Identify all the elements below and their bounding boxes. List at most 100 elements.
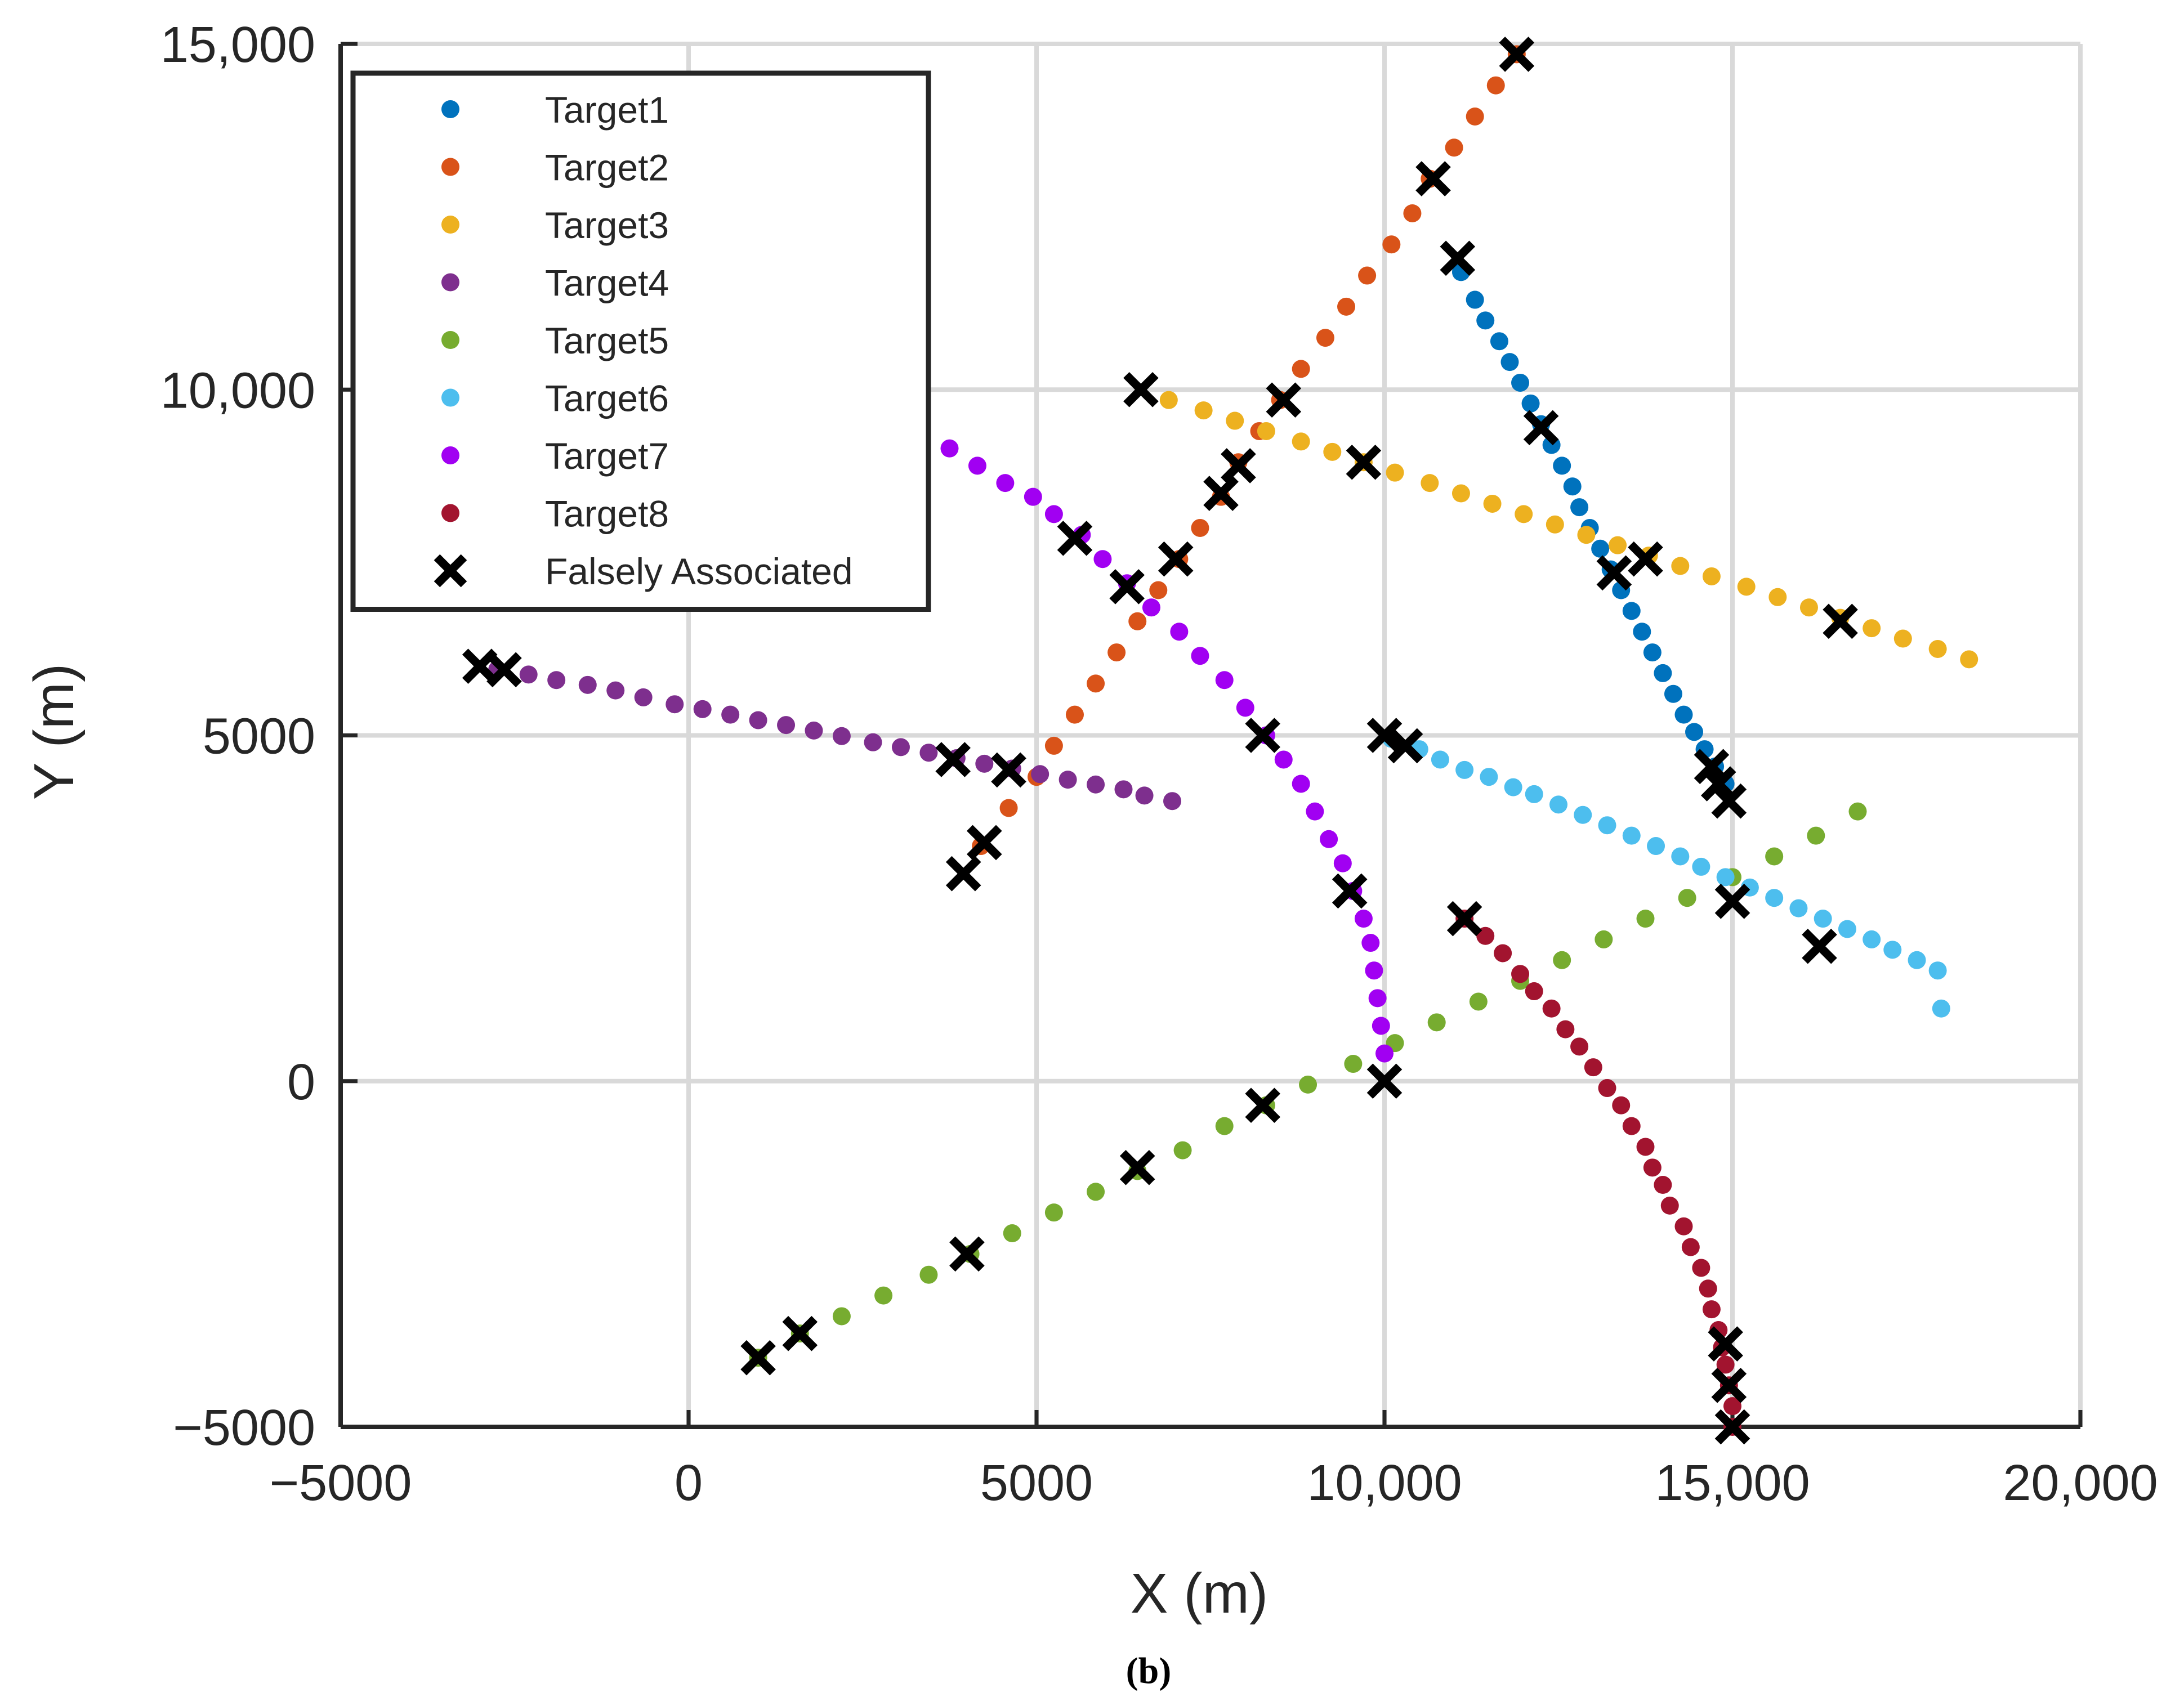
false-association-point (1387, 728, 1423, 764)
data-point (1702, 1300, 1721, 1319)
data-point (1883, 941, 1902, 959)
data-point (1789, 899, 1808, 917)
data-point (1344, 1055, 1363, 1073)
data-point (1320, 830, 1338, 848)
data-point (1799, 598, 1818, 617)
data-point (1500, 353, 1519, 371)
y-tick-label: 5000 (203, 709, 315, 765)
data-point (1660, 1196, 1679, 1215)
data-point (1299, 1075, 1317, 1094)
data-point (1960, 650, 1978, 669)
data-point (1622, 1117, 1641, 1135)
data-point (999, 799, 1018, 817)
false-association-point (486, 652, 522, 688)
data-point (1093, 550, 1112, 569)
data-point (1044, 1203, 1063, 1222)
series-falsely-associated (462, 37, 1858, 1445)
y-axis-label: Y (m) (23, 664, 86, 800)
false-association-point (1711, 783, 1747, 819)
legend-marker (441, 216, 459, 234)
legend-label: Target7 (545, 435, 669, 477)
legend-label: Target5 (545, 320, 669, 361)
false-association-point (949, 1236, 985, 1272)
data-point (1431, 750, 1449, 769)
data-point (1598, 1079, 1616, 1098)
data-point (1483, 494, 1502, 513)
data-point (1556, 1020, 1575, 1038)
data-point (1542, 999, 1561, 1018)
data-point (1671, 557, 1690, 575)
legend: Target1 Target2 Target3 Target4 Target5 Targe… (350, 70, 931, 612)
data-point (1692, 1259, 1710, 1277)
false-association-point (1123, 371, 1159, 408)
false-association-point (1266, 382, 1302, 418)
data-point (1368, 989, 1387, 1008)
data-point (1654, 1176, 1672, 1194)
data-point (1292, 775, 1310, 793)
data-point (1674, 1217, 1693, 1236)
data-point (1908, 951, 1926, 969)
false-association-point (782, 1315, 818, 1351)
figure-caption: (b) (1126, 1650, 1172, 1691)
data-point (1521, 394, 1540, 413)
false-association-point (966, 825, 1002, 861)
legend-label: Target2 (545, 147, 669, 189)
data-point (1372, 1017, 1390, 1035)
data-point (1636, 1138, 1655, 1156)
data-point (919, 1265, 938, 1284)
false-association-point (1119, 1150, 1155, 1185)
data-point (1692, 857, 1710, 876)
data-point (1553, 951, 1571, 969)
false-association-point (935, 742, 971, 777)
false-association-point (1346, 444, 1382, 480)
false-association-point (1245, 1087, 1281, 1123)
series-target8 (1455, 910, 1741, 1436)
false-association-point (945, 856, 981, 892)
data-point (1525, 982, 1543, 1001)
data-point (1928, 639, 1947, 658)
false-association-point (1711, 1367, 1747, 1403)
data-point (1549, 795, 1567, 814)
data-point (1570, 1037, 1589, 1056)
data-point (1723, 1397, 1741, 1416)
legend-label: Target3 (545, 204, 669, 246)
data-point (1149, 581, 1168, 599)
false-association-point (1708, 1326, 1743, 1362)
legend-marker (441, 273, 459, 292)
data-point (1702, 567, 1721, 585)
false-association-point (1109, 569, 1145, 605)
data-point (1292, 360, 1310, 378)
data-point (1451, 484, 1470, 503)
data-point (634, 688, 653, 706)
false-association-point (1221, 448, 1256, 484)
false-association-point (1446, 901, 1482, 937)
x-axis-label: X (m) (1131, 1562, 1268, 1625)
data-point (1306, 802, 1324, 821)
data-point (1128, 612, 1147, 630)
data-point (1480, 768, 1498, 786)
data-point (1681, 1238, 1700, 1256)
data-point (1928, 961, 1947, 980)
false-association-point (1823, 603, 1858, 639)
data-point (1365, 961, 1383, 980)
false-association-point (1714, 1409, 1750, 1445)
series-target7 (940, 439, 1394, 1063)
data-point (1504, 778, 1522, 796)
data-point (1654, 664, 1672, 682)
data-point (1215, 1117, 1234, 1135)
data-point (1671, 847, 1690, 866)
data-point (1716, 1355, 1735, 1374)
data-point (1058, 771, 1077, 789)
data-point (1466, 290, 1484, 309)
data-point (1674, 705, 1693, 724)
data-point (1087, 1183, 1105, 1201)
data-point (1337, 297, 1356, 316)
data-point (749, 711, 767, 729)
data-point (1807, 826, 1825, 845)
data-point (1024, 487, 1042, 506)
legend-marker (441, 158, 459, 176)
false-association-point (1523, 410, 1559, 446)
data-point (1087, 775, 1105, 794)
data-point (1361, 934, 1380, 952)
false-association-point (1628, 541, 1663, 577)
